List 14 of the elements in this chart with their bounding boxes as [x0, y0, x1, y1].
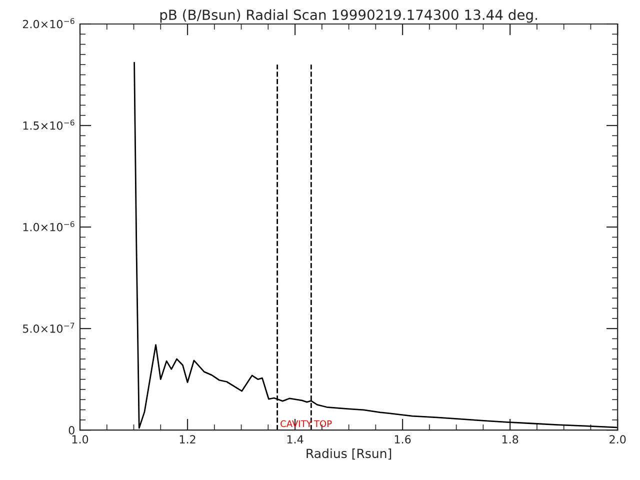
x-tick-label: 1.8 — [502, 435, 518, 444]
y-tick-label: 1.0×10$^{−6}$ — [23, 221, 74, 232]
x-tick-label: 2.0 — [610, 435, 626, 444]
x-tick-label: 1.4 — [287, 435, 304, 444]
y-tick-label: 5.0×10$^{−7}$ — [22, 322, 74, 333]
y-tick-label: 1.5×10$^{−6}$ — [23, 120, 74, 130]
chart-title: pB (B/Bsun) Radial Scan 19990219.174300 13.44 deg. — [160, 9, 537, 23]
x-tick-label: 1.6 — [394, 435, 411, 444]
x-tick-label: 1.0 — [72, 435, 88, 444]
x-tick-label: 1.2 — [180, 435, 196, 444]
y-tick-label: 0 — [68, 426, 74, 434]
y-tick-label: 2.0×10$^{−6}$ — [22, 18, 74, 28]
ref-line-label: TOP — [314, 420, 332, 428]
x-axis-title: Radius [Rsun] — [306, 448, 392, 460]
